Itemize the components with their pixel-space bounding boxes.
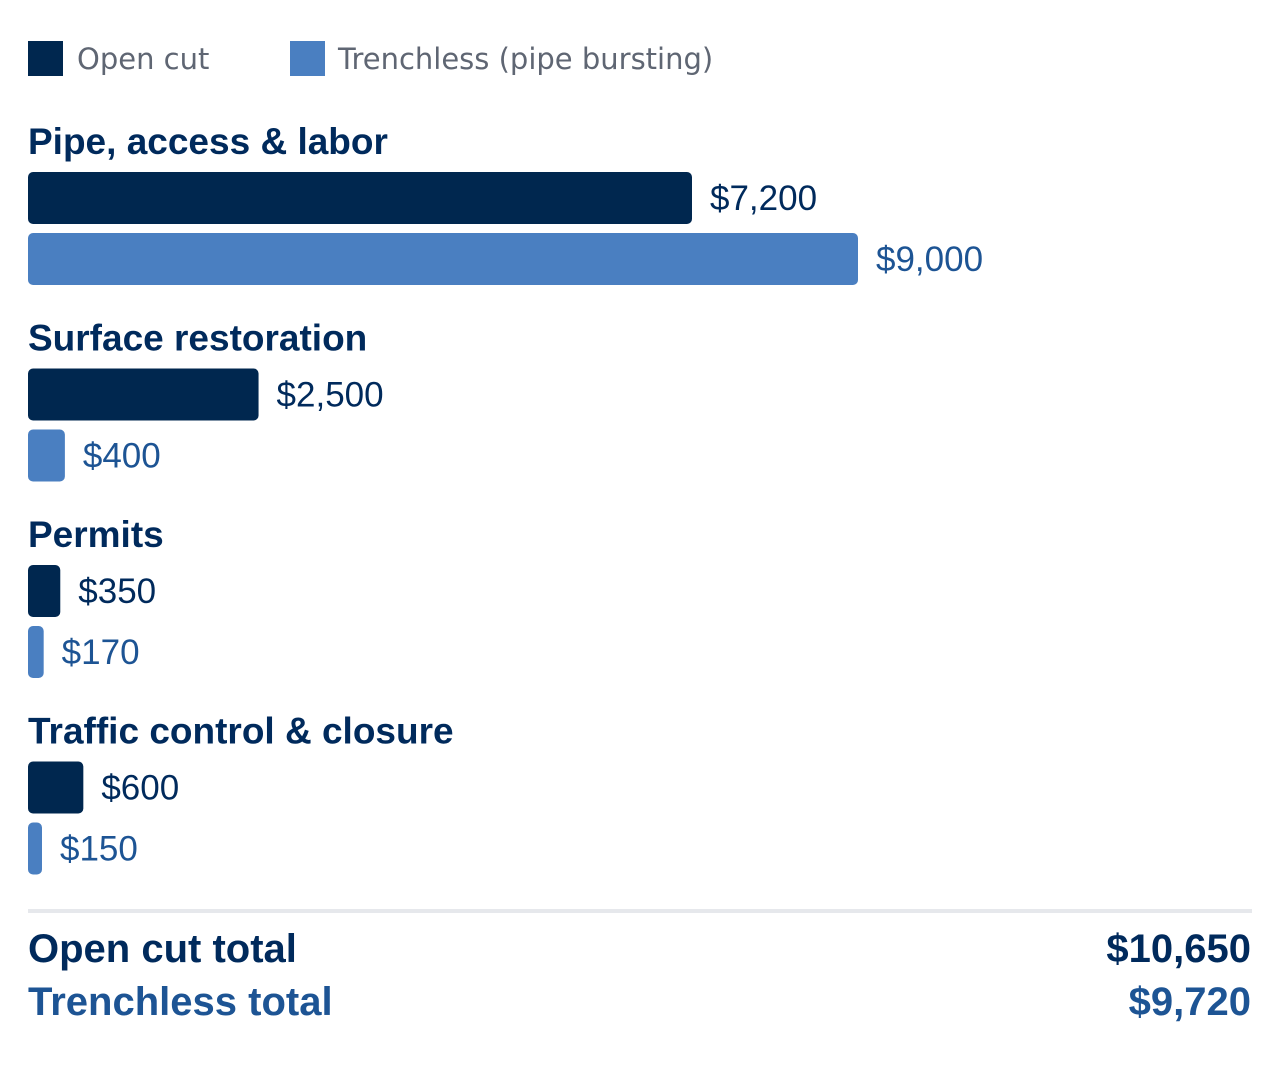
legend: Open cut Trenchless (pipe bursting) bbox=[28, 41, 713, 76]
trenchless-total-label: Trenchless total bbox=[28, 980, 333, 1024]
value-label-trenchless-surface-restoration: $400 bbox=[83, 437, 161, 476]
value-label-open-cut-traffic-control-and-closure: $600 bbox=[101, 769, 179, 808]
bar-group-permits: Permits $350 $170 bbox=[28, 514, 164, 678]
value-label-open-cut-surface-restoration: $2,500 bbox=[277, 376, 384, 415]
legend-label-trenchless: Trenchless (pipe bursting) bbox=[337, 42, 713, 76]
bar-open-cut-traffic-control-and-closure bbox=[28, 761, 84, 814]
value-label-trenchless-permits: $170 bbox=[62, 633, 140, 672]
bar-group-surface-restoration: Surface restoration $2,500 $400 bbox=[28, 318, 384, 482]
bar-trenchless-pipe-access-and-labor bbox=[28, 233, 858, 285]
bar-groups: Pipe, access & labor $7,200 $9,000 Surface … bbox=[28, 121, 983, 875]
bar-trenchless-permits bbox=[28, 626, 44, 678]
bar-open-cut-surface-restoration bbox=[28, 368, 259, 421]
legend-label-open-cut: Open cut bbox=[77, 42, 209, 76]
legend-swatch-trenchless bbox=[290, 41, 325, 76]
category-label-traffic-control-and-closure: Traffic control & closure bbox=[28, 711, 454, 752]
value-label-open-cut-pipe-access-and-labor: $7,200 bbox=[710, 179, 817, 218]
totals: Open cut total $10,650 Trenchless total … bbox=[28, 927, 1251, 1024]
category-label-permits: Permits bbox=[28, 514, 164, 555]
bar-open-cut-permits bbox=[28, 565, 61, 617]
category-label-pipe-access-and-labor: Pipe, access & labor bbox=[28, 121, 388, 162]
bar-group-traffic-control-and-closure: Traffic control & closure $600 $150 bbox=[28, 711, 454, 875]
bar-trenchless-traffic-control-and-closure bbox=[28, 822, 42, 875]
value-label-trenchless-pipe-access-and-labor: $9,000 bbox=[876, 240, 983, 279]
value-label-trenchless-traffic-control-and-closure: $150 bbox=[60, 830, 138, 869]
open-cut-total-label: Open cut total bbox=[28, 927, 297, 971]
open-cut-total-value: $10,650 bbox=[1106, 927, 1251, 971]
category-label-surface-restoration: Surface restoration bbox=[28, 318, 367, 359]
trenchless-total-value: $9,720 bbox=[1129, 980, 1251, 1024]
legend-swatch-open-cut bbox=[28, 41, 63, 76]
bar-group-pipe-access-and-labor: Pipe, access & labor $7,200 $9,000 bbox=[28, 121, 983, 285]
value-label-open-cut-permits: $350 bbox=[78, 572, 156, 611]
bar-trenchless-surface-restoration bbox=[28, 429, 65, 482]
bar-open-cut-pipe-access-and-labor bbox=[28, 172, 692, 224]
